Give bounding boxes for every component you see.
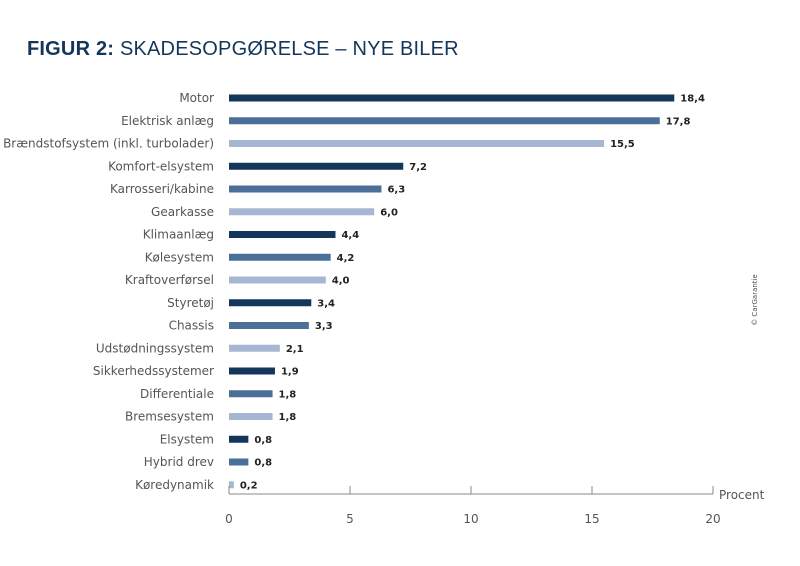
value-label: 1,9 [281,367,299,378]
category-label: Differentiale [140,387,214,401]
chart-title-text: SKADESOPGØRELSE – NYE BILER [119,38,459,60]
value-label: 4,2 [337,253,355,264]
bar [229,231,336,238]
category-label: Gearkasse [151,205,214,219]
category-label: Elektrisk anlæg [121,114,214,128]
x-axis: 0 5 10 15 20 [225,486,721,526]
category-label: Elsystem [160,432,214,446]
value-label: 4,0 [332,276,350,287]
category-label: Bremsesystem [125,410,214,424]
category-label: Motor [179,91,214,105]
x-tick-label: 5 [346,512,354,526]
category-label: Komfort-elsystem [108,159,214,173]
bar [229,185,382,193]
bar [229,208,375,216]
value-label: 4,4 [341,230,359,241]
bar [229,322,309,329]
bar [229,435,249,443]
category-label: Chassis [169,319,214,333]
copyright-text: © CarGarantie [751,274,759,326]
x-tick-label: 0 [225,512,233,526]
bar [229,276,326,284]
category-label: Hybrid drev [144,455,214,469]
bar [229,94,675,102]
value-label: 7,2 [409,162,427,173]
value-label: 0,8 [254,435,272,446]
category-label: Kølesystem [145,250,214,264]
x-tick-label: 20 [705,512,720,526]
chart-title: FIGUR 2: SKADESOPGØRELSE – NYE BILER [27,38,459,61]
x-axis-label: Procent [719,488,765,502]
bar [229,390,273,398]
bar [229,117,660,125]
bars-group: Motor 18,4 Elektrisk anlæg 17,8 Brændstofsys… [3,91,705,492]
value-label: 15,5 [610,139,635,150]
value-label: 1,8 [279,389,297,400]
category-label: Udstødningssystem [96,341,214,355]
bar [229,413,273,420]
x-tick-label: 15 [584,512,599,526]
category-label: Sikkerhedssystemer [93,364,214,378]
bar [229,344,280,352]
bar [229,140,605,147]
bar [229,162,404,170]
bar [229,481,234,489]
value-label: 6,0 [380,207,398,218]
value-label: 3,3 [315,321,333,332]
value-label: 1,8 [279,412,297,423]
category-label: Styretøj [167,296,214,310]
x-tick-label: 10 [463,512,478,526]
value-label: 0,8 [254,458,272,469]
category-label: Køredynamik [135,478,214,492]
value-label: 0,2 [240,480,258,491]
category-label: Klimaanlæg [143,228,214,242]
category-label: Kraftoverførsel [125,273,214,287]
bar [229,299,312,307]
value-label: 2,1 [286,344,304,355]
category-label: Brændstofsystem (inkl. turbolader) [3,137,214,151]
value-label: 18,4 [680,94,705,105]
bar [229,458,249,466]
bar [229,367,275,375]
value-label: 6,3 [387,185,405,196]
category-label: Karrosseri/kabine [110,182,214,196]
bar [229,253,331,261]
value-label: 17,8 [666,116,691,127]
value-label: 3,4 [317,298,335,309]
figure-number: FIGUR 2: [27,38,115,60]
